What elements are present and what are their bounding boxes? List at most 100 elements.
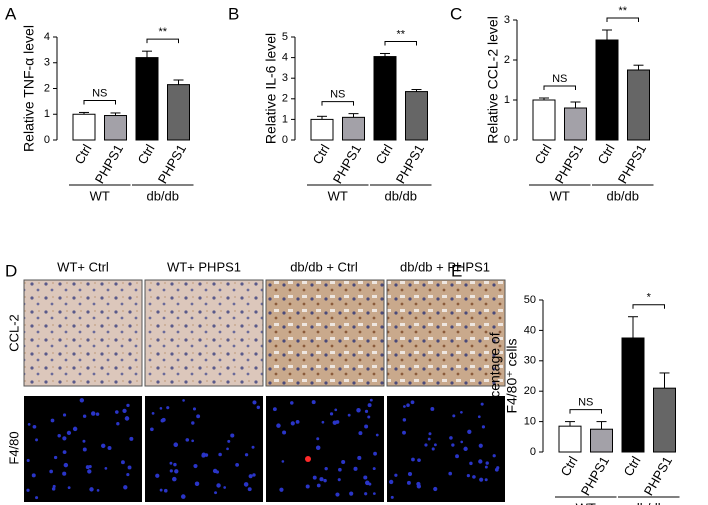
y-tick-label: 4 bbox=[44, 31, 50, 43]
nucleus-dot bbox=[402, 418, 407, 422]
x-tick-label: Ctrl bbox=[372, 142, 395, 167]
row-label: CCL-2 bbox=[6, 314, 21, 352]
group-label: db/db bbox=[632, 500, 665, 505]
nucleus-dot bbox=[367, 403, 372, 408]
nucleus-dot bbox=[455, 454, 459, 459]
nucleus-dot bbox=[338, 467, 342, 472]
x-tick-label: PHPS1 bbox=[615, 142, 649, 186]
nucleus-dot bbox=[67, 486, 71, 490]
y-tick-label: 3 bbox=[504, 14, 510, 26]
nucleus-dot bbox=[174, 469, 179, 474]
nucleus-dot bbox=[216, 483, 221, 488]
nucleus-dot bbox=[295, 419, 300, 424]
group-label: db/db bbox=[384, 188, 417, 203]
nucleus-dot bbox=[431, 447, 435, 451]
nucleus-dot bbox=[349, 491, 354, 496]
nucleus-dot bbox=[467, 429, 472, 434]
nucleus-dot bbox=[448, 471, 453, 476]
nucleus-dot bbox=[120, 460, 125, 465]
y-tick-label: 5 bbox=[282, 31, 288, 43]
nucleus-dot bbox=[159, 407, 163, 410]
nucleus-dot bbox=[72, 426, 78, 432]
nucleus-dot bbox=[226, 447, 229, 451]
nucleus-dot bbox=[481, 425, 486, 429]
significance-bracket bbox=[543, 85, 576, 90]
nucleus-dot bbox=[372, 492, 376, 495]
nucleus-dot bbox=[62, 413, 67, 417]
bar bbox=[653, 387, 676, 453]
nucleus-dot bbox=[96, 489, 100, 492]
significance-bracket bbox=[83, 99, 116, 105]
nucleus-dot bbox=[201, 453, 206, 458]
nucleus-dot bbox=[449, 436, 453, 440]
nucleus-dot bbox=[411, 457, 415, 462]
x-tick-label: Ctrl bbox=[309, 142, 332, 167]
y-tick-label: 3 bbox=[282, 72, 288, 84]
nucleus-dot bbox=[402, 430, 406, 435]
y-tick-label: 0 bbox=[504, 134, 510, 146]
nucleus-dot bbox=[407, 471, 413, 477]
nucleus-dot bbox=[403, 405, 406, 408]
nucleus-dot bbox=[150, 427, 154, 432]
bar bbox=[558, 425, 582, 453]
nucleus-dot bbox=[89, 487, 94, 492]
nucleus-dot bbox=[466, 474, 470, 478]
nucleus-dot bbox=[427, 437, 431, 441]
y-axis-label: F4/80⁺ cells bbox=[504, 338, 520, 413]
nucleus-dot bbox=[356, 408, 361, 413]
y-tick-label: 10 bbox=[524, 416, 536, 428]
nucleus-dot bbox=[394, 473, 398, 477]
nucleus-dot bbox=[430, 407, 435, 411]
nucleus-dot bbox=[82, 414, 87, 418]
nucleus-dot bbox=[479, 477, 484, 482]
significance-bracket bbox=[632, 304, 665, 309]
nucleus-dot bbox=[122, 408, 127, 414]
nucleus-dot bbox=[35, 438, 39, 442]
significance-bracket bbox=[321, 101, 354, 106]
nucleus-dot bbox=[194, 481, 200, 487]
nucleus-dot bbox=[372, 467, 376, 471]
nucleus-dot bbox=[353, 466, 358, 471]
nucleus-dot bbox=[389, 479, 394, 485]
significance-label: ** bbox=[396, 28, 405, 40]
nucleus-dot bbox=[323, 478, 327, 483]
nucleus-dot bbox=[485, 461, 489, 465]
nucleus-dot bbox=[324, 466, 328, 471]
y-tick-label: 1 bbox=[44, 108, 50, 120]
nucleus-dot bbox=[316, 483, 321, 488]
nucleus-dot bbox=[410, 400, 415, 405]
nucleus-dot bbox=[321, 420, 325, 424]
y-axis-label: Relative CCL-2 level bbox=[485, 16, 501, 144]
bar bbox=[342, 116, 365, 141]
nucleus-dot bbox=[478, 459, 483, 464]
nucleus-dot bbox=[85, 465, 90, 470]
nucleus-dot bbox=[62, 450, 67, 455]
bar bbox=[310, 118, 334, 141]
group-label: WT bbox=[576, 500, 596, 505]
nucleus-dot bbox=[390, 495, 394, 499]
nucleus-dot bbox=[49, 469, 53, 474]
nucleus-dot bbox=[364, 424, 369, 429]
nucleus-dot bbox=[252, 400, 257, 405]
nucleus-dot bbox=[53, 455, 58, 460]
nucleus-dot bbox=[424, 443, 428, 447]
y-axis-label: Relative TNF-α level bbox=[21, 25, 37, 152]
bar bbox=[564, 107, 587, 141]
nucleus-dot bbox=[62, 471, 67, 476]
nucleus-dot bbox=[196, 414, 201, 419]
nucleus-dot bbox=[66, 430, 72, 436]
nucleus-dot bbox=[305, 484, 310, 489]
nucleus-dot bbox=[51, 487, 56, 491]
bar bbox=[532, 99, 556, 141]
y-axis-label: Percentage of bbox=[487, 332, 503, 419]
nucleus-dot bbox=[192, 407, 197, 411]
y-tick-label: 3 bbox=[44, 57, 50, 69]
nucleus-dot bbox=[166, 406, 170, 410]
nucleus-dot bbox=[115, 410, 119, 414]
nucleus-dot bbox=[496, 466, 500, 470]
x-tick-label: Ctrl bbox=[594, 142, 617, 167]
nucleus-dot bbox=[151, 411, 155, 415]
group-label: db/db bbox=[146, 188, 179, 203]
bar bbox=[373, 56, 397, 141]
y-tick-label: 0 bbox=[44, 134, 50, 146]
